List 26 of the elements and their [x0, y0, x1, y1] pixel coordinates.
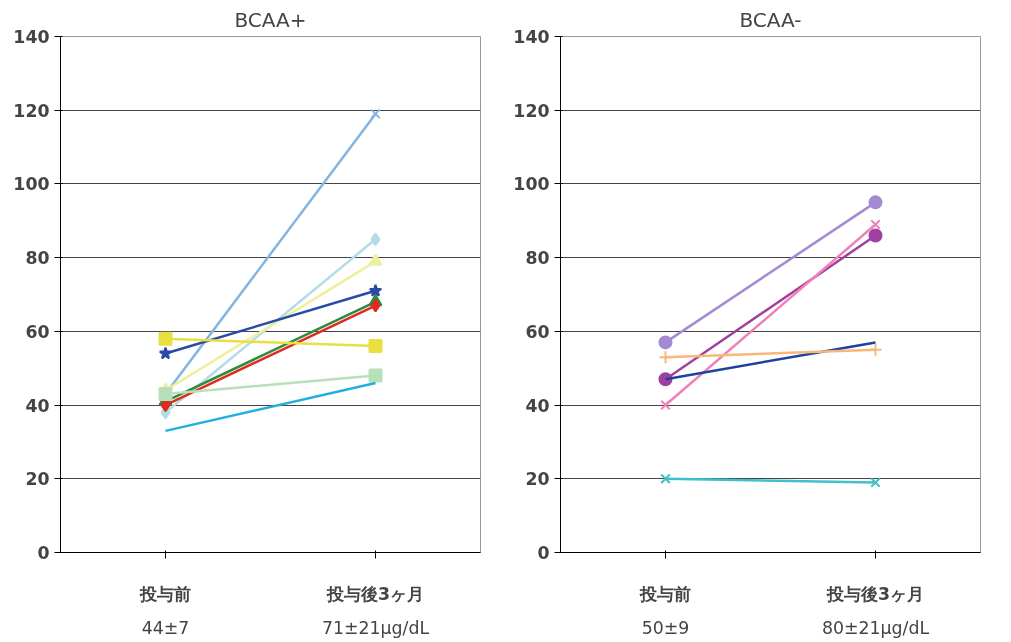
y-tick-label: 100: [13, 174, 50, 195]
y-tick-label: 60: [25, 321, 50, 342]
y-tick-label: 40: [525, 395, 550, 416]
y-tick-label: 0: [37, 543, 50, 563]
text: 50±9: [641, 617, 690, 638]
y-tick-label: 100: [513, 174, 550, 195]
x-tick-label: 投与後3ヶ月: [325, 583, 425, 604]
text: 44±7: [141, 617, 190, 638]
chart-title: BCAA-: [739, 7, 802, 32]
y-tick-label: 20: [25, 469, 50, 490]
y-tick-label: 0: [537, 543, 550, 563]
y-tick-label: 120: [13, 100, 50, 121]
x-tick-label: 投与後3ヶ月: [825, 583, 925, 604]
text: 71±21μg/dL: [321, 617, 430, 638]
chart-title: BCAA+: [234, 7, 307, 32]
y-tick-label: 60: [525, 321, 550, 342]
y-tick-label: 20: [525, 469, 550, 490]
y-tick-label: 80: [25, 248, 50, 269]
text: 80±21μg/dL: [821, 617, 930, 638]
y-tick-label: 40: [25, 395, 50, 416]
x-tick-label: 投与前: [639, 583, 691, 604]
y-tick-label: 80: [525, 248, 550, 269]
y-tick-label: 120: [513, 100, 550, 121]
x-tick-label: 投与前: [139, 583, 191, 604]
y-tick-label: 140: [513, 27, 550, 47]
y-tick-label: 140: [13, 27, 50, 47]
